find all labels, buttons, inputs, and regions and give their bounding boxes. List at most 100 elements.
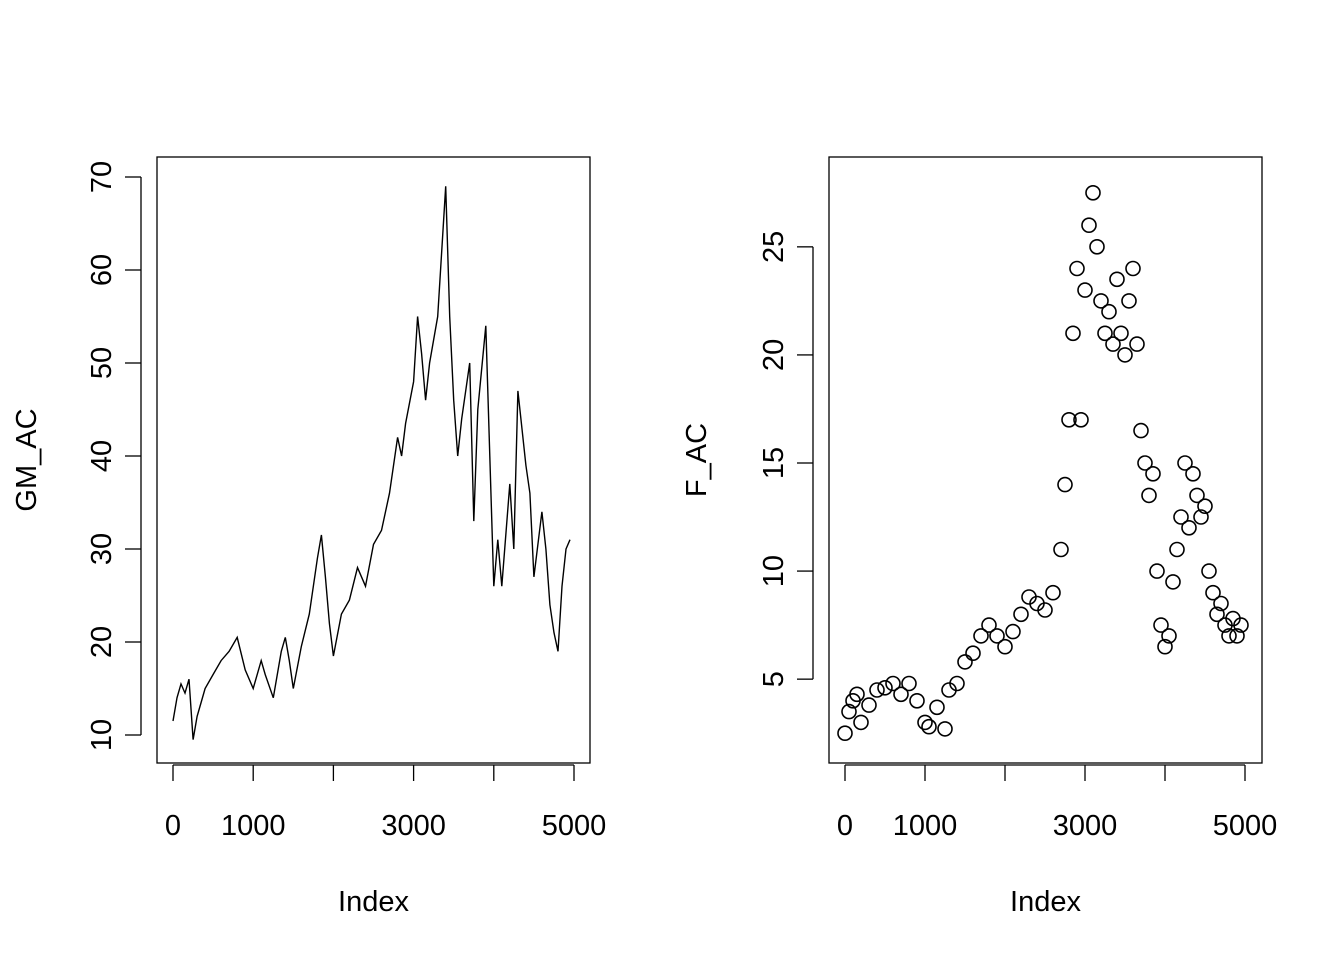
data-point <box>989 628 1005 644</box>
data-point <box>1233 617 1249 633</box>
y-tick-label: 10 <box>758 555 790 587</box>
data-point <box>1181 519 1197 536</box>
data-point <box>917 714 933 731</box>
data-point <box>1137 455 1153 471</box>
data-point <box>1145 465 1161 482</box>
data-point <box>1093 293 1109 309</box>
data-point <box>1089 239 1105 255</box>
data-point <box>1073 411 1089 428</box>
data-point <box>1165 574 1181 590</box>
x-tick-label: 3000 <box>1053 810 1118 842</box>
data-point <box>885 675 901 692</box>
data-point <box>957 654 973 670</box>
x-tick-label: 5000 <box>542 810 607 842</box>
data-point <box>869 682 885 698</box>
data-point <box>1077 282 1093 298</box>
data-point <box>1153 617 1169 633</box>
data-point <box>1109 271 1125 288</box>
y-tick-label: 20 <box>758 339 790 371</box>
plot-frame <box>156 156 591 764</box>
data-point <box>1013 606 1029 623</box>
data-point <box>1097 325 1113 342</box>
data-point <box>1113 325 1129 342</box>
y-tick-label: 15 <box>758 447 790 479</box>
data-point <box>981 617 997 633</box>
series-line <box>172 186 571 740</box>
data-point <box>1005 623 1021 640</box>
data-point <box>929 699 945 716</box>
y-tick-label: 25 <box>758 231 790 263</box>
f-ac-scatter-chart: 0 1000 3000 5000 5 10 15 20 25 Index F_AC <box>681 156 1278 918</box>
data-point <box>1221 628 1237 644</box>
data-point <box>1085 185 1101 201</box>
data-point <box>1209 606 1225 623</box>
data-point <box>1189 487 1205 504</box>
data-point <box>1133 422 1149 439</box>
data-point <box>853 714 869 731</box>
y-tick-label: 50 <box>86 347 118 379</box>
data-point <box>937 721 953 737</box>
y-tick-label: 30 <box>86 533 118 565</box>
y-axis-title: F_AC <box>681 423 713 497</box>
data-point <box>1213 595 1229 612</box>
data-point <box>1057 476 1073 493</box>
gm-ac-line-chart: 0 1000 3000 5000 10 20 30 40 50 60 70 Index GM_AC <box>11 156 607 918</box>
data-point <box>837 725 853 742</box>
data-point <box>1169 541 1185 558</box>
x-tick-label: 5000 <box>1213 810 1278 842</box>
data-point <box>1053 541 1069 558</box>
x-tick-label: 1000 <box>221 810 286 842</box>
data-point <box>1157 638 1173 655</box>
data-point <box>877 679 893 696</box>
data-point <box>1193 509 1209 525</box>
data-point <box>1069 260 1085 277</box>
data-point <box>1229 628 1245 644</box>
data-point <box>1185 465 1201 482</box>
data-point <box>1121 293 1137 309</box>
data-point <box>893 686 909 703</box>
data-point <box>841 703 857 720</box>
data-point <box>1161 628 1177 644</box>
data-point <box>1129 336 1145 352</box>
data-point <box>965 645 981 662</box>
data-point <box>901 675 917 692</box>
data-point <box>1205 584 1221 601</box>
x-axis-title: Index <box>338 886 409 918</box>
data-point <box>1197 498 1213 515</box>
data-point <box>1101 303 1117 320</box>
data-point <box>1173 509 1189 525</box>
data-point <box>1125 260 1141 277</box>
y-axis-title: GM_AC <box>11 408 43 511</box>
x-tick-label: 0 <box>837 810 853 842</box>
plot-frame <box>828 156 1263 764</box>
data-point <box>1105 336 1121 352</box>
data-point <box>1141 487 1157 504</box>
y-tick-label: 60 <box>86 254 118 286</box>
data-point <box>909 692 925 709</box>
data-point <box>1117 347 1133 363</box>
data-point <box>1065 325 1081 342</box>
x-tick-label: 1000 <box>893 810 958 842</box>
data-point <box>997 638 1013 655</box>
data-point <box>921 718 937 735</box>
data-point <box>1149 563 1165 579</box>
data-point <box>849 686 865 703</box>
y-tick-label: 10 <box>86 719 118 751</box>
data-point <box>1177 455 1193 471</box>
data-point <box>949 675 965 692</box>
x-axis-title: Index <box>1010 886 1081 918</box>
data-point <box>973 628 989 644</box>
data-point <box>1045 584 1061 601</box>
y-tick-label: 70 <box>86 161 118 193</box>
data-point <box>1061 411 1077 428</box>
x-tick-label: 3000 <box>381 810 446 842</box>
data-point <box>1037 602 1053 618</box>
data-point <box>861 697 877 713</box>
data-point <box>1201 563 1217 579</box>
data-point <box>1081 217 1097 233</box>
x-tick-label: 0 <box>165 810 181 842</box>
y-tick-label: 5 <box>758 671 790 687</box>
y-tick-label: 40 <box>86 440 118 472</box>
y-tick-label: 20 <box>86 626 118 658</box>
